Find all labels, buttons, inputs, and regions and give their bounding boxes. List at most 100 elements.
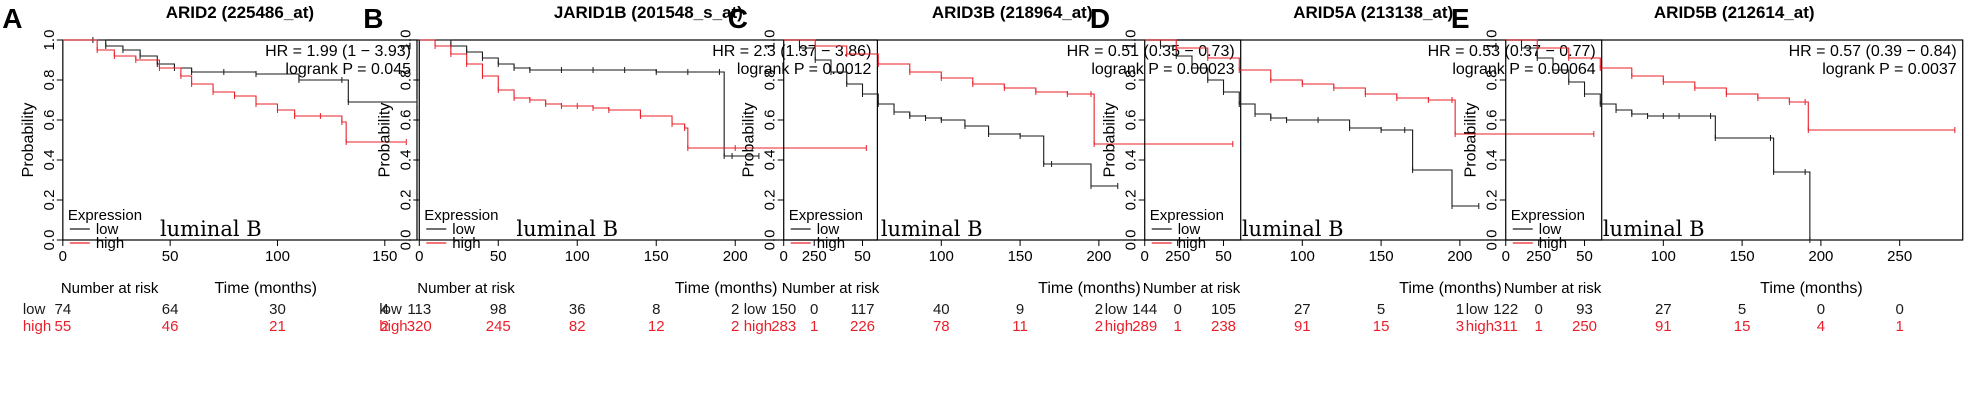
legend-label-high: high (96, 235, 124, 252)
y-tick-label: 1.0 (1484, 30, 1501, 51)
km-curve-high (419, 39, 867, 149)
y-tick-label: 0.2 (41, 190, 58, 211)
y-tick-label: 0.2 (1484, 190, 1501, 211)
risk-count-high: 55 (54, 318, 71, 335)
risk-count-high: 82 (569, 318, 586, 335)
risk-count-low: 93 (1576, 301, 1593, 318)
risk-count-high: 1 (810, 318, 818, 335)
y-axis-label: Probability (376, 103, 393, 178)
x-tick-label: 50 (1576, 248, 1593, 265)
risk-row-label-low: low (23, 301, 46, 318)
panel-letter: C (728, 3, 748, 34)
panel-title: JARID1B (201548_s_at) (554, 3, 743, 22)
risk-count-low: 2 (731, 301, 739, 318)
y-tick-label: 0.0 (1484, 230, 1501, 251)
legend-label-high: high (452, 235, 480, 252)
y-axis-label: Probability (1102, 103, 1119, 178)
hazard-ratio: HR = 0.57 (0.39 − 0.84) (1789, 43, 1957, 60)
risk-count-high: 21 (269, 318, 286, 335)
panel-title: ARID5A (213138_at) (1293, 3, 1453, 22)
x-axis-label: Time (months) (214, 280, 317, 297)
risk-row-label-high: high (379, 318, 407, 335)
legend-title: Expression (1150, 207, 1224, 224)
km-panel-e: E ARID5B (212614_at) 0.0 0.2 0.4 0.6 0.8 1.0 Pro… (1451, 3, 1964, 335)
risk-count-low: 27 (1294, 301, 1311, 318)
risk-count-low: 74 (54, 301, 71, 318)
logrank-p: logrank P = 0.00023 (1091, 61, 1234, 78)
km-curve-high (1505, 39, 1955, 131)
risk-count-high: 226 (850, 318, 875, 335)
legend-title: Expression (424, 207, 498, 224)
risk-row-label-low: low (379, 301, 402, 318)
x-tick-label: 100 (265, 248, 290, 265)
legend-label-low: low (1178, 221, 1201, 238)
x-tick-label: 50 (162, 248, 179, 265)
legend-label-high: high (817, 235, 845, 252)
risk-count-low: 98 (490, 301, 507, 318)
y-tick-label: 0.6 (1123, 110, 1140, 131)
risk-table-title: Number at risk (417, 280, 515, 297)
legend-label-low: low (817, 221, 840, 238)
logrank-p: logrank P = 0.045 (285, 61, 411, 78)
risk-table-title: Number at risk (782, 280, 880, 297)
risk-count-high: 245 (486, 318, 511, 335)
y-tick-label: 0.4 (1484, 150, 1501, 171)
x-tick-label: 250 (1165, 248, 1190, 265)
km-panel-d: D ARID5A (213138_at) 0.0 0.2 0.4 0.6 0.8 1.0 Pro… (1090, 3, 1603, 335)
y-tick-label: 0.6 (397, 110, 414, 131)
x-tick-label: 0 (780, 248, 788, 265)
km-panel-b: B JARID1B (201548_s_at) 0.0 0.2 0.4 0.6 0.8 1.0… (363, 3, 878, 335)
legend-label-low: low (1539, 221, 1562, 238)
x-tick-label: 150 (1008, 248, 1033, 265)
y-tick-label: 0.0 (41, 230, 58, 251)
y-tick-label: 1.0 (41, 30, 58, 51)
y-tick-label: 0.8 (1484, 70, 1501, 91)
y-tick-label: 0.2 (397, 190, 414, 211)
legend-label-high: high (1539, 235, 1567, 252)
x-tick-label: 200 (1447, 248, 1472, 265)
x-axis-label: Time (months) (675, 280, 778, 297)
risk-count-low: 36 (569, 301, 586, 318)
risk-count-high: 91 (1294, 318, 1311, 335)
x-axis-label: Time (months) (1399, 280, 1502, 297)
risk-row-label-high: high (1466, 318, 1494, 335)
y-axis-label: Probability (20, 103, 37, 178)
legend-label-low: low (452, 221, 475, 238)
panel-letter: E (1451, 3, 1470, 34)
risk-count-high: 78 (933, 318, 950, 335)
y-tick-label: 1.0 (762, 30, 779, 51)
x-tick-label: 250 (802, 248, 827, 265)
risk-count-high: 4 (1817, 318, 1825, 335)
x-tick-label: 50 (854, 248, 871, 265)
x-axis-label: Time (months) (1760, 280, 1863, 297)
y-tick-label: 0.0 (397, 230, 414, 251)
risk-count-high: 311 (1494, 318, 1518, 335)
risk-count-low: 0 (1817, 301, 1825, 318)
y-tick-label: 0.8 (762, 70, 779, 91)
km-curve-low (419, 39, 759, 157)
x-tick-label: 0 (1502, 248, 1510, 265)
x-tick-label: 100 (1290, 248, 1315, 265)
risk-count-high: 238 (1211, 318, 1236, 335)
panel-title: ARID5B (212614_at) (1654, 3, 1815, 22)
risk-count-low: 64 (162, 301, 179, 318)
panel-letter: A (2, 3, 22, 34)
legend-title: Expression (68, 207, 142, 224)
risk-count-low: 0 (1896, 301, 1904, 318)
cohort-label: luminal B (1242, 217, 1344, 241)
risk-count-high: 46 (162, 318, 179, 335)
y-tick-label: 0.6 (762, 110, 779, 131)
risk-count-low: 1 (1456, 301, 1464, 318)
y-tick-label: 0.8 (41, 70, 58, 91)
risk-count-low: 144 (1132, 301, 1157, 318)
cohort-label: luminal B (516, 217, 618, 241)
x-tick-label: 100 (929, 248, 954, 265)
risk-table-title: Number at risk (1504, 280, 1602, 297)
risk-count-low: 117 (851, 301, 875, 318)
x-tick-label: 100 (565, 248, 590, 265)
risk-count-high: 289 (1132, 318, 1157, 335)
risk-count-high: 11 (1012, 318, 1028, 335)
y-tick-label: 0.6 (41, 110, 58, 131)
risk-count-high: 1 (1535, 318, 1543, 335)
